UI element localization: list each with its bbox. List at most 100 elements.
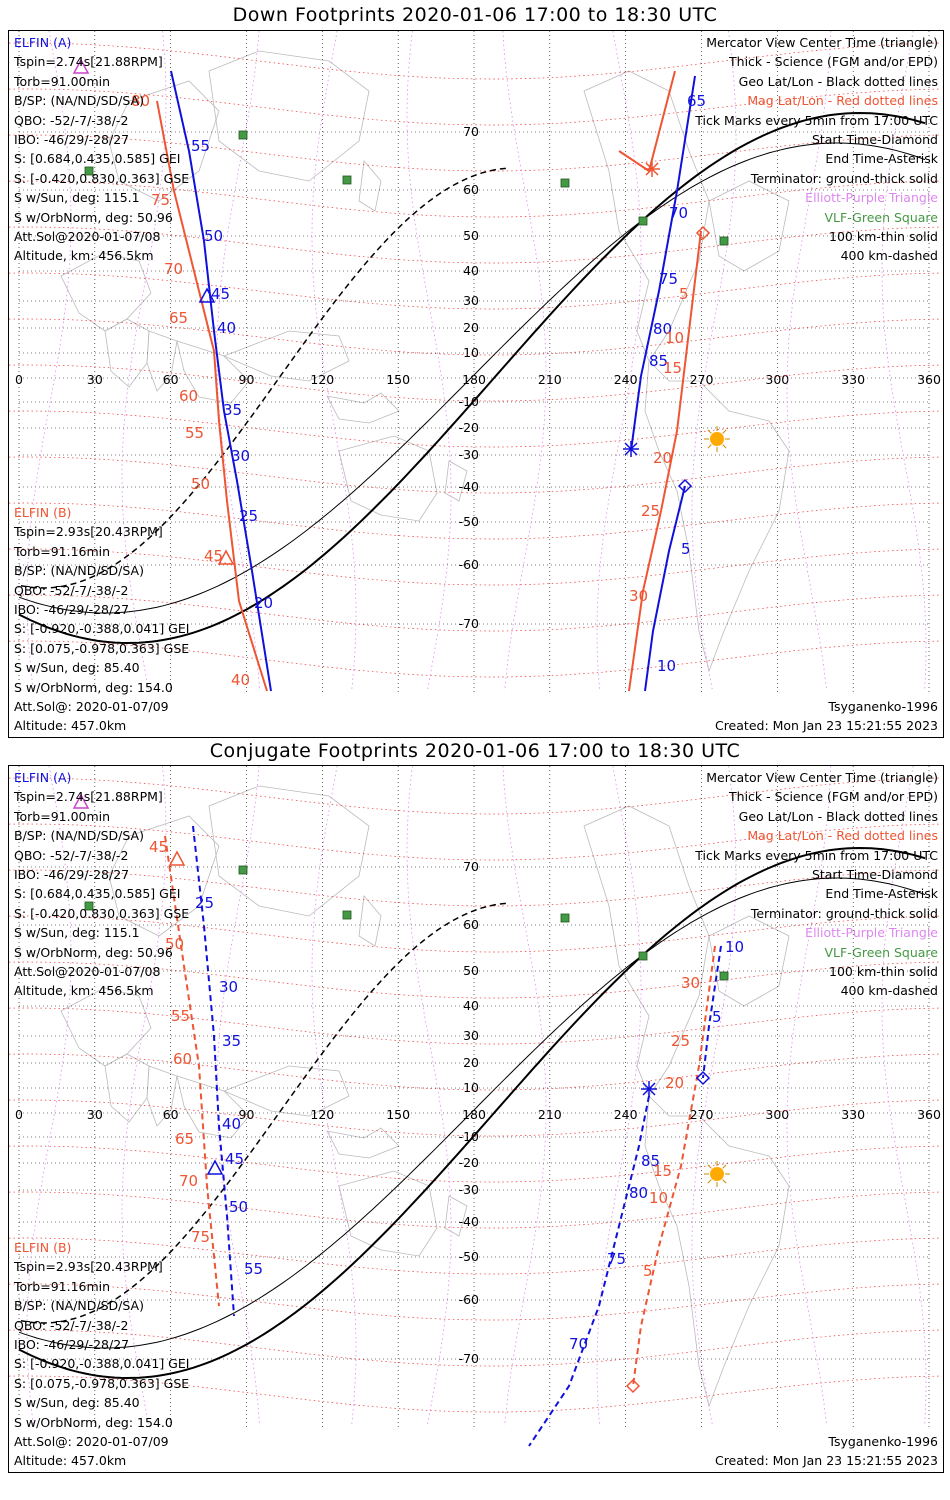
mag-meridian: [406, 31, 452, 692]
legend-line: Mag Lat/Lon - Red dotted lines: [747, 828, 938, 844]
info-line: Tspin=2.74s[21.88RPM]: [14, 54, 163, 70]
track-tick-label: 35: [223, 401, 242, 419]
terminator-100km: [18, 877, 926, 1349]
lat-tick-label: 30: [463, 293, 479, 308]
lat-tick-label: 20: [463, 1055, 479, 1070]
info-line: Torb=91.00min: [14, 73, 111, 89]
coastline: [222, 330, 350, 382]
coastline: [358, 160, 382, 212]
legend-line: Terminator: ground-thick solid: [750, 905, 938, 921]
footer-right: Tsyganenko-1996 Created: Mon Jan 23 15:2…: [715, 1432, 938, 1471]
lat-tick-label: 70: [463, 124, 479, 139]
coastline: [444, 1195, 468, 1237]
track-tick-label: 15: [653, 1162, 672, 1180]
track-tick-label: 5: [681, 540, 691, 558]
coastline: [108, 80, 220, 202]
end-asterisk-icon: [641, 1081, 657, 1097]
lat-tick-label: 50: [463, 228, 479, 243]
track-tick-label: 5: [679, 285, 689, 303]
lat-tick-label: -20: [459, 1155, 479, 1170]
end-asterisk-icon: [623, 441, 639, 457]
legend-line: Geo Lat/Lon - Black dotted lines: [738, 808, 938, 824]
footer-model: Tsyganenko-1996: [828, 1434, 938, 1449]
track-tick-label: 10: [649, 1189, 668, 1207]
lon-tick-label: 360: [917, 1107, 941, 1122]
lat-tick-label: 20: [463, 320, 479, 335]
track-tick-label: 25: [239, 507, 258, 525]
lon-tick-label: 330: [841, 372, 865, 387]
track-tick-label: 55: [244, 1260, 263, 1278]
elfin-a-track-east: [630, 75, 696, 452]
info-line: S: [0.075,-0.978,0.363] GSE: [14, 640, 190, 656]
track-tick-label: 10: [665, 329, 684, 347]
coastline: [146, 1065, 178, 1127]
lat-tick-label: 50: [463, 963, 479, 978]
info-line: S: [-0.920,-0.388,0.041] GEI: [14, 1356, 190, 1372]
lat-tick-label: -10: [459, 1129, 479, 1144]
lat-tick-label: 30: [463, 1028, 479, 1043]
legend-line: 100 km-thin solid: [829, 963, 938, 979]
info-line: Torb=91.00min: [14, 808, 111, 824]
vlf-station-icon: [560, 913, 570, 923]
track-tick-label: 65: [175, 1130, 194, 1148]
track-tick-label: 30: [629, 587, 648, 605]
lat-tick-label: 40: [463, 998, 479, 1013]
lat-tick-label: 70: [463, 859, 479, 874]
lat-tick-label: -20: [459, 420, 479, 435]
vlf-station-icon: [238, 130, 248, 140]
terminator-ground: [18, 846, 926, 1380]
lat-tick-label: -30: [459, 1182, 479, 1197]
track-tick-label: 50: [165, 935, 184, 953]
legend-line: Thick - Science (FGM and/or EPD): [729, 54, 938, 70]
bottom-panel-title: Conjugate Footprints 2020-01-06 17:00 to…: [209, 740, 741, 762]
coastline: [708, 180, 790, 272]
info-line: IBO: -46/29/-28/27: [14, 866, 130, 882]
lat-tick-label: -50: [459, 514, 479, 529]
info-line: S: [0.684,0.435,0.585] GEI: [14, 886, 181, 902]
track-tick-label: 40: [217, 319, 236, 337]
coastline: [444, 460, 468, 502]
lon-tick-label: 120: [310, 372, 334, 387]
lat-tick-label: -60: [459, 557, 479, 572]
info-line: B/SP: (NA/ND/SD/SA): [14, 563, 144, 579]
track-tick-label: 35: [222, 1032, 241, 1050]
terminator-400km: [20, 902, 508, 1324]
elfin-b-info: ELFIN (B) Tspin=2.93s[20.43RPM] Torb=91.…: [14, 1238, 189, 1471]
info-line: Tspin=2.93s[20.43RPM]: [14, 524, 163, 540]
mag-meridian: [596, 766, 642, 1427]
track-tick-label: 80: [131, 92, 150, 110]
info-line: Torb=91.16min: [14, 543, 111, 559]
mag-meridian: [502, 766, 547, 1427]
track-tick-label: 45: [204, 547, 223, 565]
track-tick-label: 60: [173, 1050, 192, 1068]
coastline: [338, 1170, 438, 1257]
track-tick-label: 50: [191, 475, 210, 493]
lon-tick-label: 330: [841, 1107, 865, 1122]
track-tick-label: 80: [653, 320, 672, 338]
info-line: S w/OrbNorm, deg: 154.0: [14, 1414, 173, 1430]
start-diamond-icon: [695, 1070, 711, 1086]
map-canvas: 0 30 60 90 120 150 180 210 240 270 300 330 360 70 60 50…: [9, 766, 941, 1447]
coastline: [358, 895, 382, 947]
info-line: S w/Sun, deg: 115.1: [14, 190, 140, 206]
coastline: [326, 1127, 400, 1159]
info-line: Torb=91.16min: [14, 1278, 111, 1294]
track-tick-label: 20: [653, 449, 672, 467]
footer-created: Created: Mon Jan 23 15:21:55 2023: [714, 718, 938, 734]
info-line: S: [0.684,0.435,0.585] GEI: [14, 151, 181, 167]
lon-tick-label: 150: [386, 1107, 410, 1122]
legend-line: VLF-Green Square: [824, 209, 938, 225]
mag-meridian: [311, 766, 357, 1427]
info-line: S: [-0.920,-0.388,0.041] GEI: [14, 621, 190, 637]
elliott-triangle-icon: [72, 793, 90, 809]
info-line: IBO: -46/29/-28/27: [14, 601, 130, 617]
track-tick-label: 45: [149, 838, 168, 856]
track-tick-label: 25: [641, 502, 660, 520]
info-line: S: [-0.420,0.830,0.363] GSE: [14, 170, 190, 186]
lon-tick-label: 240: [614, 372, 638, 387]
terminator-100km: [18, 142, 926, 614]
track-tick-label: 30: [231, 447, 250, 465]
mag-meridian: [121, 31, 167, 692]
track-tick-label: 45: [225, 1150, 244, 1168]
legend-line: Mercator View Center Time (triangle): [706, 770, 938, 785]
